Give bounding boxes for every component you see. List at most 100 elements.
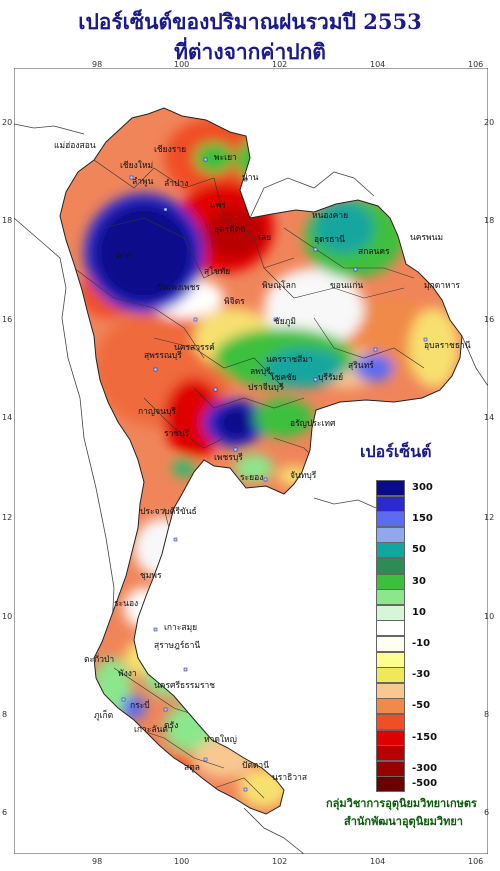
map-title-line1: เปอร์เซ็นต์ของปริมาณฝนรวมปี 2553 bbox=[78, 9, 422, 34]
lat-tick-label: 16 bbox=[2, 315, 13, 324]
myanmar-coastline bbox=[13, 217, 115, 669]
legend-swatch bbox=[376, 698, 405, 715]
place-label: สุโขทัย bbox=[204, 266, 230, 277]
lon-tick-label: 102 bbox=[272, 60, 288, 69]
place-label: เชียงใหม่ bbox=[120, 160, 153, 171]
place-label: บุรีรัมย์ bbox=[318, 372, 343, 383]
place-label: ชุมพร bbox=[140, 571, 162, 581]
place-label: พังงา bbox=[118, 669, 137, 679]
place-label: สตูล bbox=[184, 763, 200, 773]
place-label: น่าน bbox=[242, 173, 259, 183]
lat-tick-label: 20 bbox=[2, 118, 13, 127]
place-label: อุบลราชธานี bbox=[424, 340, 471, 351]
legend-swatch bbox=[376, 760, 405, 777]
place-label: หาดใหญ่ bbox=[204, 734, 237, 745]
lat-tick-label: 8 bbox=[2, 710, 8, 719]
legend-label: 10 bbox=[412, 606, 426, 618]
lat-tick-label: 18 bbox=[2, 216, 13, 225]
place-label: ลำปาง bbox=[164, 179, 188, 189]
place-label: อรัญประเทศ bbox=[290, 419, 336, 429]
place-label: ระนอง bbox=[114, 599, 138, 609]
lat-tick-label: 8 bbox=[484, 710, 490, 719]
lat-tick-label: 20 bbox=[484, 118, 495, 127]
legend-swatch bbox=[376, 714, 405, 730]
legend-swatch bbox=[376, 667, 405, 684]
legend-swatch bbox=[376, 729, 405, 746]
place-label: แพร่ bbox=[210, 201, 226, 211]
legend-label: 30 bbox=[412, 575, 426, 587]
place-label: นราธิวาส bbox=[272, 773, 308, 783]
place-label: ลพบุรี bbox=[250, 366, 271, 377]
place-label: อุตรดิตถ์ bbox=[214, 224, 245, 235]
place-label: สุพรรณบุรี bbox=[144, 350, 182, 361]
place-label: ประจวบคีรีขันธ์ bbox=[140, 506, 197, 517]
legend-label: -300 bbox=[412, 762, 438, 774]
lon-tick-label: 106 bbox=[468, 60, 484, 69]
legend-label: -500 bbox=[412, 778, 438, 790]
cambodia-coast bbox=[313, 497, 377, 509]
legend-swatch bbox=[376, 480, 405, 496]
legend-label: -50 bbox=[412, 700, 431, 712]
place-label: โชคชัย bbox=[270, 372, 297, 383]
place-label: แม่ฮ่องสอน bbox=[54, 141, 96, 151]
legend-label: -10 bbox=[412, 638, 431, 649]
place-label: ปราจีนบุรี bbox=[248, 382, 284, 393]
legend-swatch bbox=[376, 558, 405, 574]
lon-tick-label: 106 bbox=[468, 857, 484, 866]
lat-tick-label: 16 bbox=[484, 315, 495, 324]
legend-label: -30 bbox=[412, 669, 431, 681]
legend-label: 300 bbox=[412, 482, 433, 493]
legend-swatch bbox=[376, 651, 405, 668]
map-frame: เชียงราย แม่ฮ่องสอน พะเยา เชียงใหม่ ลำพูน น่า… bbox=[13, 67, 489, 855]
lon-tick-label: 102 bbox=[272, 857, 288, 866]
lat-tick-label: 18 bbox=[484, 216, 495, 225]
map-title-line2: ที่ต่างจากค่าปกติ bbox=[174, 39, 326, 64]
legend-swatch bbox=[376, 495, 405, 512]
legend-swatch bbox=[376, 682, 405, 699]
lon-tick-label: 98 bbox=[92, 60, 103, 69]
legend-title: เปอร์เซ็นต์ bbox=[360, 442, 432, 461]
province-boundaries bbox=[73, 159, 425, 799]
lon-tick-label: 98 bbox=[92, 857, 103, 866]
lat-tick-label: 10 bbox=[484, 612, 495, 621]
place-label: ลำพูน bbox=[132, 177, 154, 187]
place-label: ภูเก็ต bbox=[94, 709, 113, 721]
place-label: กำแพงเพชร bbox=[156, 283, 200, 293]
place-label: สกลนคร bbox=[358, 247, 390, 257]
lat-tick-label: 14 bbox=[484, 413, 495, 422]
legend-label: 50 bbox=[412, 544, 426, 556]
legend-swatch bbox=[376, 589, 405, 606]
lon-tick-label: 104 bbox=[370, 60, 386, 69]
lat-tick-label: 6 bbox=[2, 808, 8, 817]
legend-swatch bbox=[376, 573, 405, 590]
legend-swatch bbox=[376, 636, 405, 652]
place-label: ตะกั่วป่า bbox=[84, 653, 114, 665]
place-label: ชัยภูมิ bbox=[274, 317, 296, 327]
place-label: จันทบุรี bbox=[290, 470, 317, 481]
legend-swatch bbox=[376, 511, 405, 528]
legend-swatch bbox=[376, 542, 405, 559]
place-label: ราชบุรี bbox=[164, 428, 190, 439]
place-label: อุดรธานี bbox=[314, 234, 345, 245]
place-label: เกาะสมุย bbox=[164, 623, 197, 633]
lat-tick-label: 6 bbox=[484, 808, 490, 817]
place-label: นครสวรรค์ bbox=[174, 342, 215, 353]
place-label: เลย bbox=[258, 233, 271, 243]
place-label: นครราชสีมา bbox=[266, 354, 313, 365]
laos-border bbox=[249, 171, 489, 387]
legend-label: 150 bbox=[412, 513, 433, 525]
lon-tick-label: 100 bbox=[174, 60, 190, 69]
legend-swatch bbox=[376, 604, 405, 621]
place-label: มุกดาหาร bbox=[424, 281, 460, 291]
lat-tick-label: 10 bbox=[2, 612, 13, 621]
credit-line2: สำนักพัฒนาอุตุนิยมวิทยา bbox=[344, 815, 463, 828]
legend-swatch bbox=[376, 526, 405, 543]
station-markers bbox=[121, 157, 428, 792]
lat-tick-label: 12 bbox=[484, 513, 495, 522]
place-label: ระยอง bbox=[240, 473, 263, 483]
legend-swatch bbox=[376, 745, 405, 762]
legend-label: -150 bbox=[412, 731, 438, 743]
credit-line1: กลุ่มวิชาการอุตุนิยมวิทยาเกษตร bbox=[326, 797, 477, 810]
place-label: พะเยา bbox=[214, 153, 237, 163]
place-label: สุราษฎร์ธานี bbox=[154, 640, 200, 651]
